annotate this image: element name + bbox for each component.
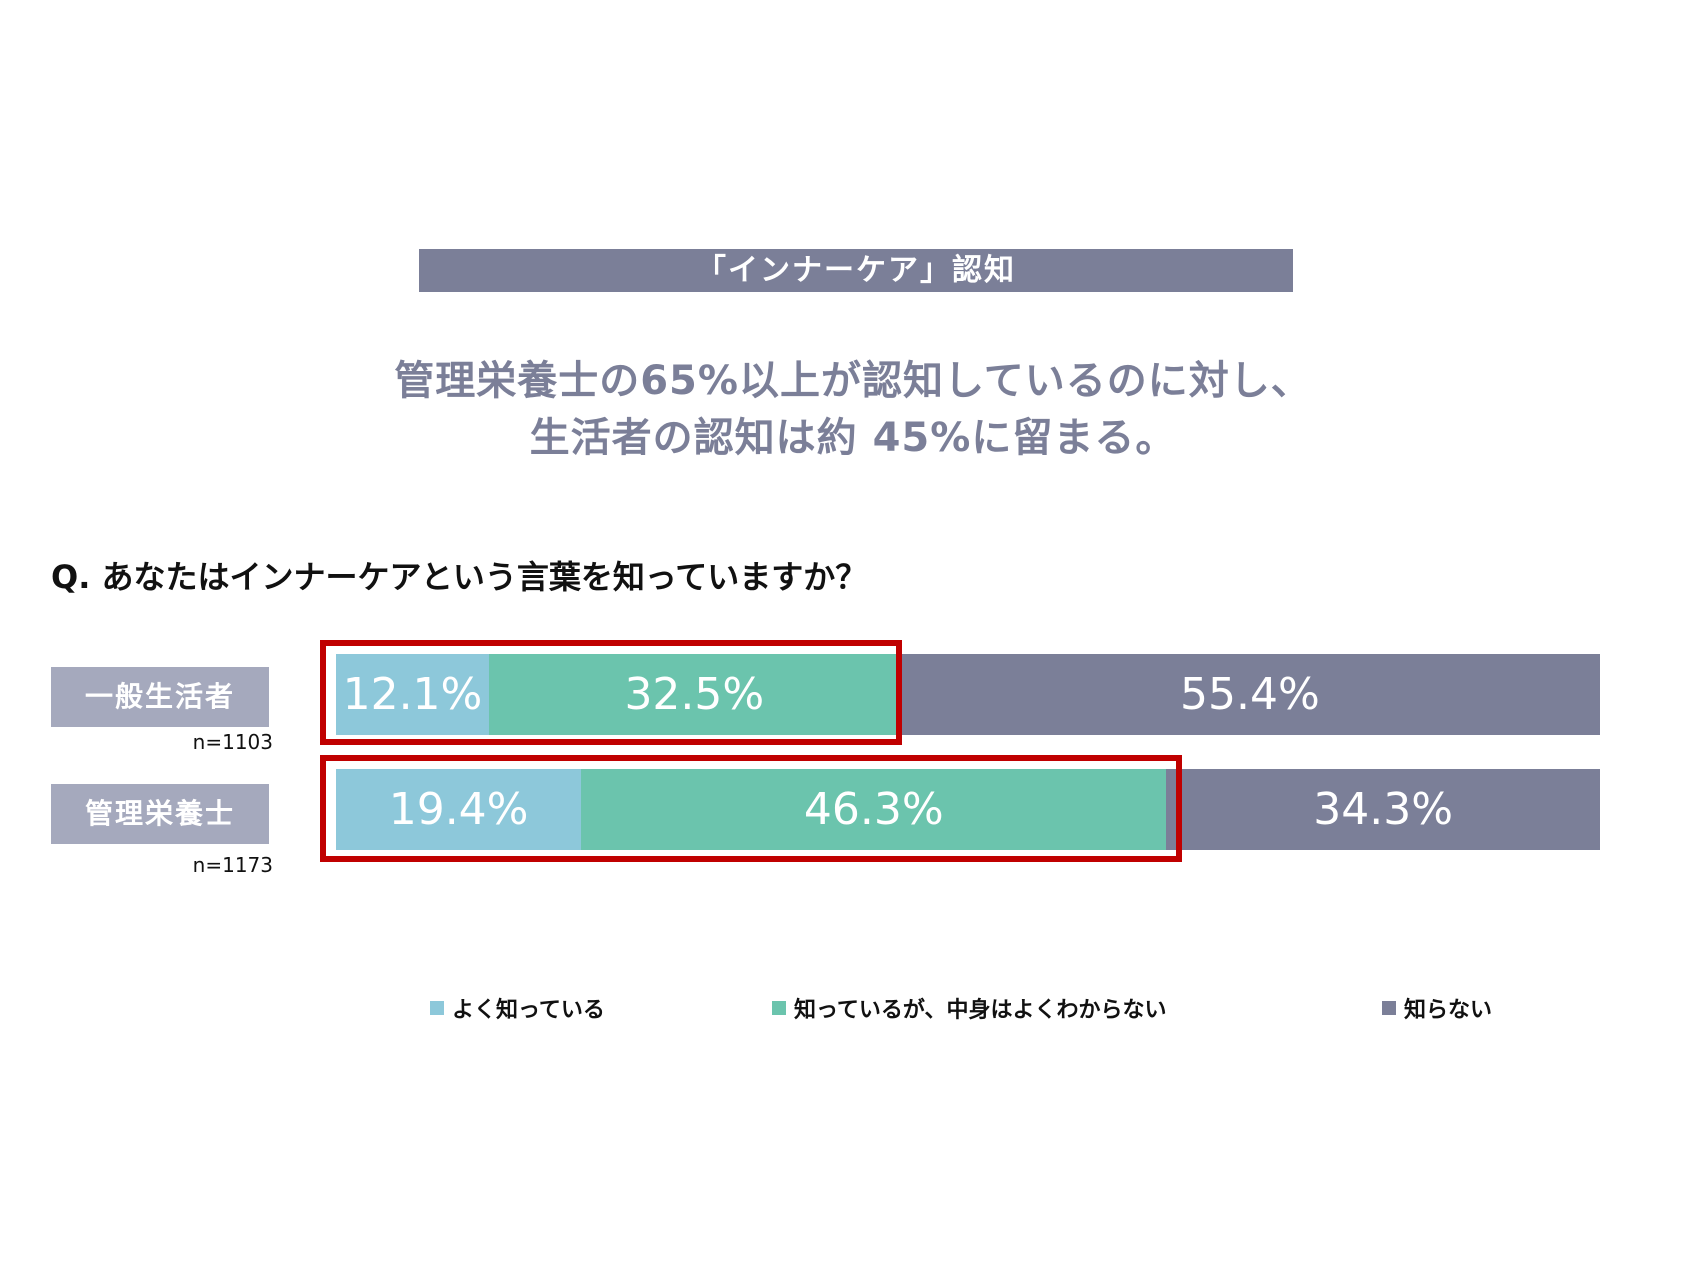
legend-item: よく知っている — [430, 992, 605, 1024]
legend-swatch — [1382, 1001, 1396, 1015]
bar-segment: 55.4% — [899, 654, 1600, 735]
subtitle-line-1: 管理栄養士の65%以上が認知しているのに対し、 — [394, 358, 1312, 404]
legend-item: 知らない — [1382, 992, 1492, 1024]
legend-swatch — [430, 1001, 444, 1015]
data-label: 12.1% — [342, 669, 483, 720]
bar-segment: 46.3% — [581, 769, 1167, 850]
data-label: 32.5% — [624, 669, 765, 720]
data-label: 55.4% — [1179, 669, 1320, 720]
bar-row-dietitian: 19.4% 46.3% 34.3% — [336, 769, 1600, 850]
highlight-box — [320, 640, 902, 745]
legend-item: 知っているが、中身はよくわからない — [772, 992, 1166, 1024]
data-label: 34.3% — [1313, 784, 1454, 835]
highlight-box — [320, 755, 1182, 862]
category-label: 一般生活者 — [51, 667, 269, 727]
data-label: 19.4% — [388, 784, 529, 835]
bar-segment: 34.3% — [1166, 769, 1600, 850]
bar-row-general: 12.1% 32.5% 55.4% — [336, 654, 1600, 735]
question-text: Q. あなたはインナーケアという言葉を知っていますか？ — [51, 558, 868, 596]
title-bar: 「インナーケア」認知 — [419, 249, 1293, 292]
bar-segment: 19.4% — [336, 769, 582, 850]
legend-label: よく知っている — [452, 998, 605, 1023]
legend-label: 知らない — [1404, 998, 1493, 1023]
subtitle-line-2: 生活者の認知は約 45%に留まる。 — [529, 415, 1177, 461]
category-label: 管理栄養士 — [51, 784, 269, 844]
sample-size: n=1103 — [192, 730, 273, 754]
sample-size: n=1173 — [192, 853, 273, 877]
legend-swatch — [772, 1001, 786, 1015]
legend-label: 知っているが、中身はよくわからない — [794, 998, 1167, 1023]
bar-segment: 32.5% — [488, 654, 900, 735]
data-label: 46.3% — [803, 784, 944, 835]
bar-segment: 12.1% — [336, 654, 489, 735]
